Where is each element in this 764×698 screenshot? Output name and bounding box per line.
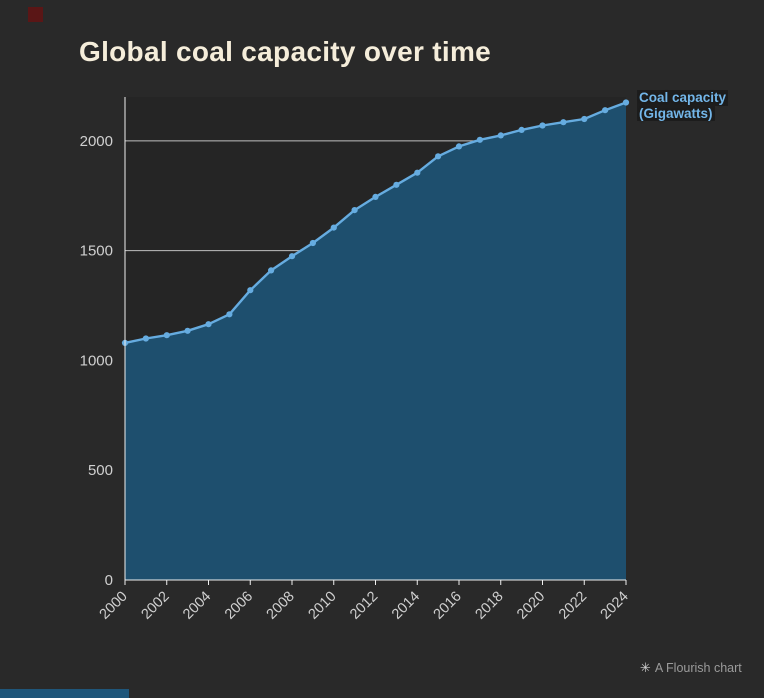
x-tick-label-2012: 2012 <box>347 589 381 623</box>
flourish-logo-icon: ✳ <box>640 660 651 675</box>
x-tick-label-2002: 2002 <box>138 589 172 623</box>
data-point-2015[interactable] <box>435 153 442 160</box>
data-point-2014[interactable] <box>414 169 421 176</box>
data-point-2013[interactable] <box>393 181 400 188</box>
data-point-2009[interactable] <box>309 239 316 247</box>
data-point-2019[interactable] <box>518 126 525 133</box>
data-point-2005[interactable] <box>226 311 233 318</box>
x-tick-label-2016: 2016 <box>431 589 465 623</box>
y-tick-label-1000: 1000 <box>80 352 113 369</box>
data-point-2016[interactable] <box>455 143 463 150</box>
x-tick-label-2010: 2010 <box>305 589 339 623</box>
data-point-2021[interactable] <box>560 119 567 126</box>
x-tick-label-2014: 2014 <box>389 589 423 623</box>
y-tick-label-500: 500 <box>88 462 113 479</box>
chart-title: Global coal capacity over time <box>79 36 492 67</box>
data-point-2002[interactable] <box>163 332 170 339</box>
y-tick-label-1500: 1500 <box>80 243 113 260</box>
x-tick-label-2006: 2006 <box>222 589 256 623</box>
y-tick-label-2000: 2000 <box>80 133 113 150</box>
x-tick-label-2000: 2000 <box>97 589 131 623</box>
flourish-attribution[interactable]: ✳ A Flourish chart <box>640 660 742 676</box>
area-fill <box>125 102 626 580</box>
data-point-2017[interactable] <box>476 136 483 143</box>
data-point-2012[interactable] <box>372 193 379 200</box>
x-tick-label-2018: 2018 <box>472 589 506 623</box>
series-label[interactable]: Coal capacity (Gigawatts) <box>637 90 729 122</box>
red-corner-mark <box>28 7 43 22</box>
data-point-2022[interactable] <box>581 115 588 123</box>
x-tick-label-2004: 2004 <box>180 589 214 623</box>
footer-blue-bar <box>0 689 129 698</box>
data-point-2001[interactable] <box>142 335 149 342</box>
data-point-2011[interactable] <box>351 207 358 214</box>
data-point-2008[interactable] <box>288 253 296 260</box>
x-tick-label-2022: 2022 <box>556 589 590 623</box>
series-label-line2: (Gigawatts) <box>637 105 715 122</box>
data-point-2004[interactable] <box>205 321 212 328</box>
data-point-2006[interactable] <box>247 287 254 294</box>
x-tick-label-2008: 2008 <box>264 589 298 623</box>
flourish-attribution-text: A Flourish chart <box>654 661 742 675</box>
y-tick-label-0: 0 <box>105 572 113 589</box>
data-point-2003[interactable] <box>184 327 191 334</box>
series-label-line1: Coal capacity <box>637 90 729 106</box>
data-point-2007[interactable] <box>268 267 275 274</box>
data-point-2018[interactable] <box>497 132 504 139</box>
x-tick-label-2020: 2020 <box>514 589 548 623</box>
x-tick-label-2024: 2024 <box>598 589 632 623</box>
data-point-2023[interactable] <box>602 107 609 114</box>
data-point-2020[interactable] <box>539 122 546 129</box>
data-point-2024[interactable] <box>622 99 630 106</box>
data-point-2010[interactable] <box>330 224 337 231</box>
